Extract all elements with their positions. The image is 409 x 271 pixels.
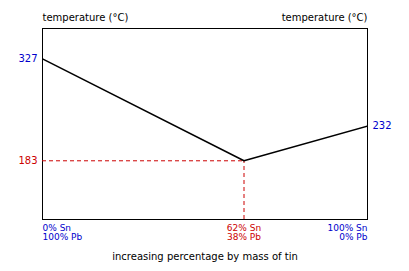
svg-text:temperature (°C): temperature (°C) xyxy=(43,12,129,23)
svg-text:increasing percentage by mass: increasing percentage by mass of tin xyxy=(112,251,298,262)
svg-text:327: 327 xyxy=(18,53,37,64)
svg-text:183: 183 xyxy=(18,155,37,166)
svg-text:232: 232 xyxy=(373,120,392,131)
svg-text:62% Sn38% Pb: 62% Sn38% Pb xyxy=(227,223,261,242)
svg-text:temperature (°C): temperature (°C) xyxy=(282,12,368,23)
svg-text:0% Sn100% Pb: 0% Sn100% Pb xyxy=(43,223,83,242)
svg-text:100% Sn0% Pb: 100% Sn0% Pb xyxy=(327,223,367,242)
